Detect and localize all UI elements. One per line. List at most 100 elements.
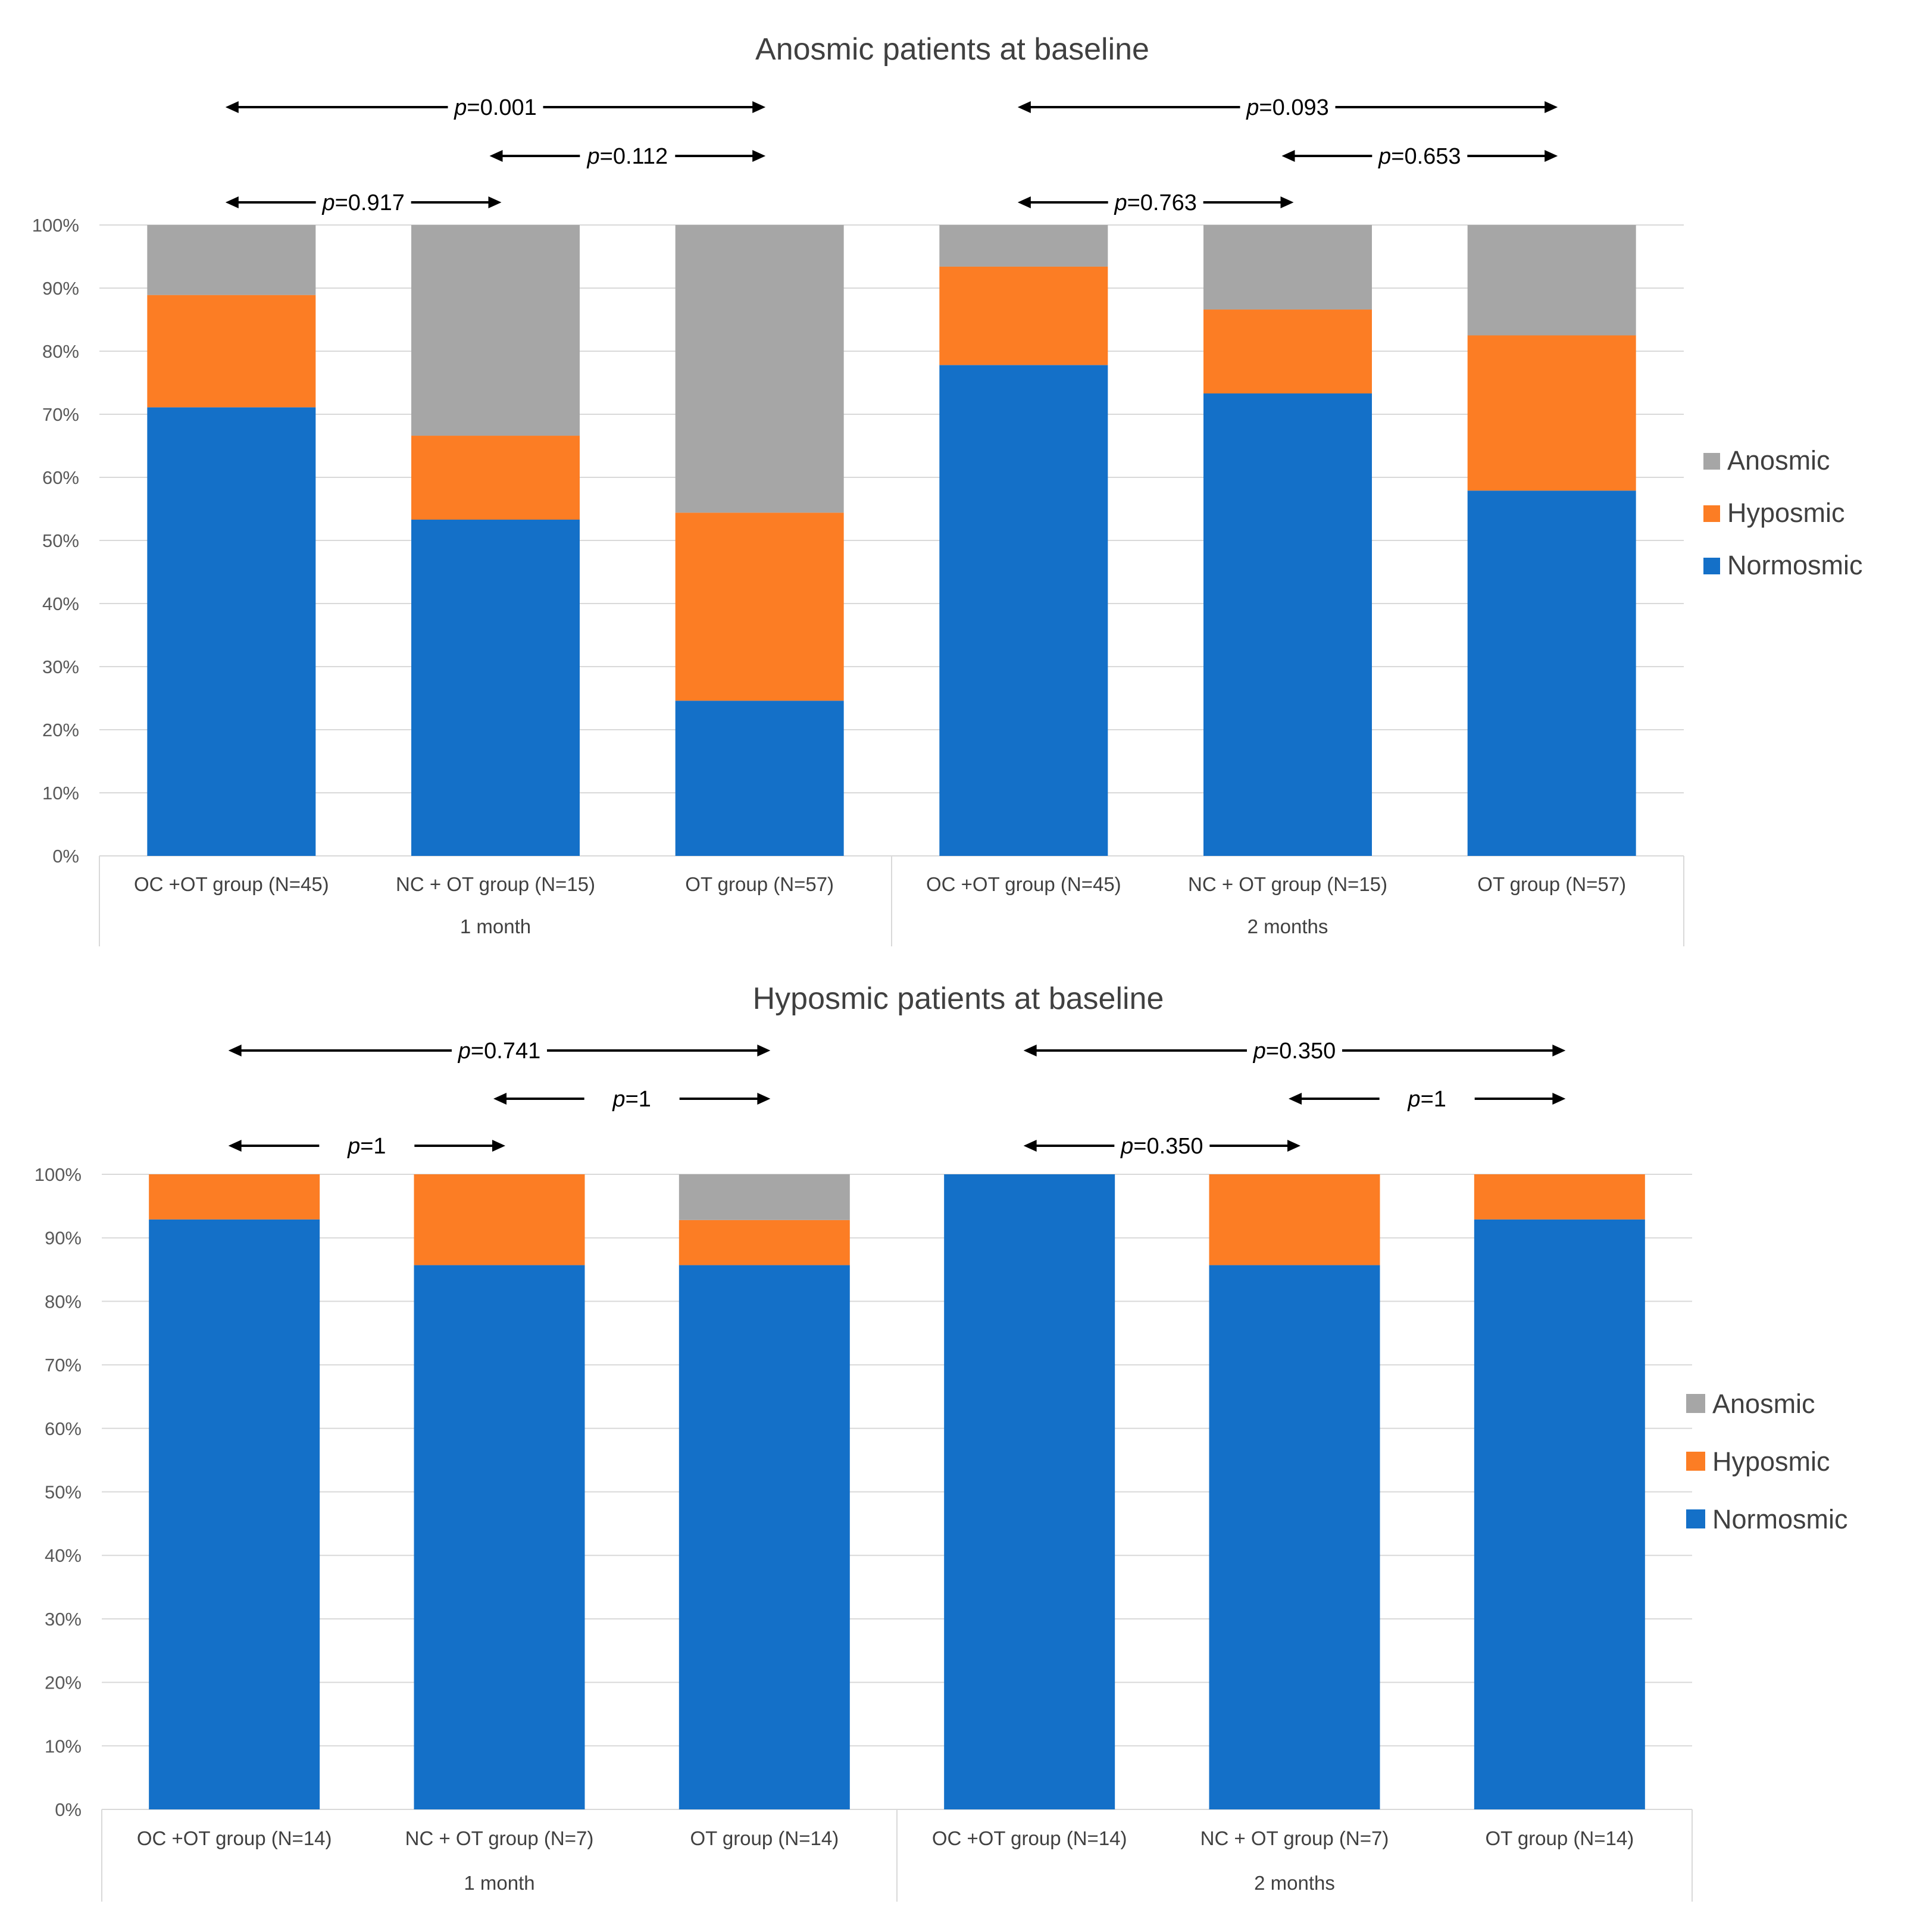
arrowhead-left [493,1093,507,1105]
bar-normosmic-0 [149,1219,320,1809]
group-label: 1 month [460,915,531,937]
p-symbol: p [587,144,600,169]
arrowhead-right [492,1140,505,1152]
y-tick-label: 0% [55,1799,82,1820]
legend-label-hyposmic: Hyposmic [1727,498,1845,528]
category-label: NC + OT group (N=7) [1200,1827,1389,1849]
p-value-label: p=1 [1407,1087,1446,1112]
p-value-comparison: p=0.112 [489,144,766,169]
y-tick-label: 50% [45,1482,82,1503]
p-value-comparison: p=1 [228,1134,505,1159]
bar-normosmic-1 [414,1265,585,1809]
legend-swatch-normosmic [1703,558,1720,574]
arrowhead-right [1552,1045,1566,1056]
arrowhead-right [752,101,766,113]
category-label: OT group (N=14) [690,1827,839,1849]
p-value-comparison: p=1 [493,1087,771,1112]
p-value: 0.093 [1273,95,1329,120]
legend-swatch-hyposmic [1703,505,1720,522]
p-value-label: p=0.653 [1378,144,1461,169]
arrowhead-right [1545,101,1558,113]
p-symbol: p [347,1134,360,1159]
p-value-label: p=0.093 [1246,95,1328,120]
bar-anosmic-3 [939,225,1108,267]
p-symbol: p [1378,144,1391,169]
arrowhead-right [1287,1140,1300,1152]
p-value: 0.653 [1404,144,1461,169]
bar-hyposmic-4 [1203,310,1372,394]
arrowhead-left [1017,101,1031,113]
category-label: OT group (N=57) [1477,873,1626,895]
p-value: 0.763 [1140,190,1197,215]
p-value-label: p=0.917 [321,190,404,215]
bar-normosmic-2 [679,1265,850,1809]
p-value-label: p=0.763 [1114,190,1196,215]
arrowhead-left [225,101,239,113]
bar-normosmic-3 [939,365,1108,856]
p-value-comparison: p=0.093 [1017,95,1558,120]
p-symbol: p [612,1087,625,1112]
p-value-comparison: p=0.653 [1281,144,1558,169]
group-label: 2 months [1254,1872,1335,1894]
bar-normosmic-5 [1474,1219,1645,1809]
p-value-label: p=0.350 [1120,1134,1203,1159]
p-value: 0.350 [1279,1039,1336,1064]
category-label: OC +OT group (N=14) [932,1827,1127,1849]
p-symbol: p [1253,1039,1266,1064]
arrowhead-left [489,150,503,162]
legend-swatch-anosmic [1703,453,1720,470]
bar-hyposmic-0 [147,295,316,408]
p-equals: = [1266,1039,1279,1064]
bar-hyposmic-3 [939,266,1108,365]
bar-normosmic-5 [1467,490,1636,856]
p-value: 0.001 [480,95,537,120]
category-label: OT group (N=14) [1485,1827,1634,1849]
y-tick-label: 30% [42,656,79,677]
category-label: NC + OT group (N=15) [396,873,595,895]
y-tick-label: 80% [45,1291,82,1312]
p-value: 0.917 [348,190,405,215]
legend-swatch-anosmic [1686,1394,1705,1413]
y-tick-label: 60% [42,467,79,488]
bar-hyposmic-2 [679,1220,850,1265]
legend-swatch-normosmic [1686,1509,1705,1528]
chart-title: Hyposmic patients at baseline [753,981,1164,1016]
arrowhead-right [488,196,502,208]
bar-anosmic-0 [147,225,316,295]
y-tick-label: 80% [42,341,79,362]
bar-normosmic-4 [1209,1265,1380,1809]
legend-label-normosmic: Normosmic [1712,1504,1848,1534]
arrowhead-left [1023,1140,1037,1152]
p-value-comparison: p=0.917 [225,190,502,215]
y-tick-label: 20% [42,720,79,740]
bar-anosmic-1 [411,225,580,436]
y-tick-label: 70% [42,404,79,425]
p-value: 0.112 [613,144,668,169]
p-equals: = [467,95,480,120]
y-tick-label: 70% [45,1355,82,1375]
p-equals: = [360,1134,373,1159]
p-value-label: p=1 [612,1087,651,1112]
p-equals: = [1259,95,1272,120]
p-symbol: p [454,95,467,120]
p-value: 1 [639,1087,651,1112]
category-label: OC +OT group (N=45) [134,873,329,895]
legend-label-normosmic: Normosmic [1727,550,1863,580]
bar-hyposmic-0 [149,1174,320,1220]
y-tick-label: 30% [45,1609,82,1630]
bar-hyposmic-1 [414,1174,585,1265]
p-symbol: p [1114,190,1127,215]
p-value-comparison: p=0.350 [1023,1134,1300,1159]
y-tick-label: 40% [42,593,79,614]
p-value-comparison: p=0.763 [1017,190,1294,215]
p-value-label: p=0.350 [1253,1039,1336,1064]
y-tick-label: 50% [42,530,79,551]
arrowhead-right [757,1093,771,1105]
legend-label-anosmic: Anosmic [1712,1389,1815,1419]
category-label: NC + OT group (N=15) [1188,873,1387,895]
arrowhead-right [1280,196,1294,208]
bar-hyposmic-5 [1474,1174,1645,1220]
arrowhead-right [757,1045,771,1056]
p-value-label: p=0.001 [454,95,536,120]
bar-normosmic-1 [411,520,580,856]
